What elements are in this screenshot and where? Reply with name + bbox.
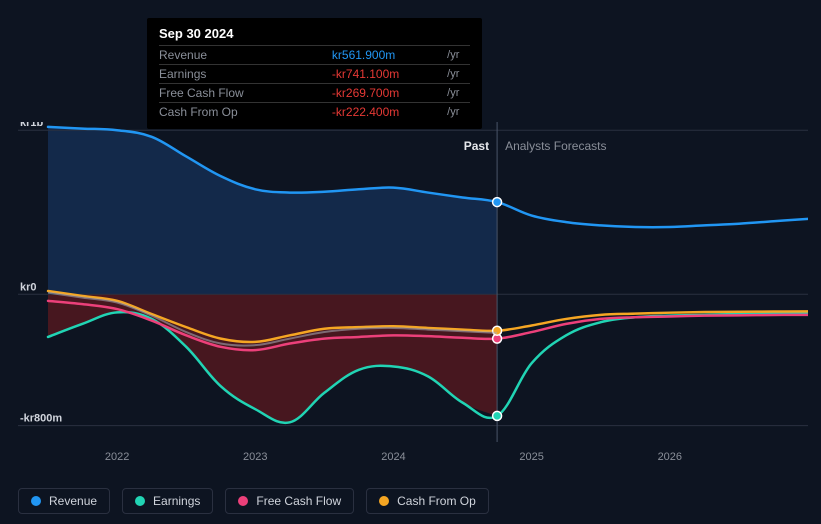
x-axis-label: 2022 xyxy=(105,451,129,463)
series-marker xyxy=(493,326,502,335)
y-axis-label: kr1b xyxy=(20,122,44,129)
tooltip-row-value: -kr222.400m xyxy=(332,103,443,122)
tooltip-row: Free Cash Flow-kr269.700m/yr xyxy=(159,84,470,103)
tooltip-row-label: Free Cash Flow xyxy=(159,84,332,103)
legend-label: Revenue xyxy=(49,494,97,508)
chart-area: kr1b kr0 -kr800m Past Analysts Forecasts 2022… xyxy=(18,122,808,482)
series-marker xyxy=(493,411,502,420)
tooltip-row-label: Earnings xyxy=(159,65,332,84)
tooltip-row-unit: /yr xyxy=(443,65,470,84)
x-axis-label: 2026 xyxy=(658,451,682,463)
tooltip-row-unit: /yr xyxy=(443,46,470,65)
legend-item-revenue[interactable]: Revenue xyxy=(18,488,110,514)
forecast-label: Analysts Forecasts xyxy=(505,139,606,153)
legend-item-cash-from-op[interactable]: Cash From Op xyxy=(366,488,489,514)
tooltip-row-value: kr561.900m xyxy=(332,46,443,65)
legend: Revenue Earnings Free Cash Flow Cash From O… xyxy=(18,488,489,514)
tooltip-row: Revenuekr561.900m/yr xyxy=(159,46,470,65)
past-label: Past xyxy=(464,139,489,153)
legend-swatch xyxy=(31,496,41,506)
legend-swatch xyxy=(238,496,248,506)
y-axis-label: -kr800m xyxy=(20,413,62,425)
tooltip-row-label: Cash From Op xyxy=(159,103,332,122)
tooltip-row-unit: /yr xyxy=(443,103,470,122)
legend-item-earnings[interactable]: Earnings xyxy=(122,488,213,514)
x-axis-label: 2024 xyxy=(381,451,405,463)
y-axis-label: kr0 xyxy=(20,281,37,293)
legend-label: Cash From Op xyxy=(397,494,476,508)
revenue-area xyxy=(48,127,497,294)
legend-swatch xyxy=(135,496,145,506)
legend-item-free-cash-flow[interactable]: Free Cash Flow xyxy=(225,488,354,514)
tooltip-date: Sep 30 2024 xyxy=(159,26,470,41)
legend-label: Free Cash Flow xyxy=(256,494,341,508)
tooltip-row: Cash From Op-kr222.400m/yr xyxy=(159,103,470,122)
tooltip-table: Revenuekr561.900m/yrEarnings-kr741.100m/… xyxy=(159,45,470,121)
tooltip-row-value: -kr741.100m xyxy=(332,65,443,84)
chart-tooltip: Sep 30 2024 Revenuekr561.900m/yrEarnings… xyxy=(147,18,482,129)
series-marker xyxy=(493,198,502,207)
tooltip-row-value: -kr269.700m xyxy=(332,84,443,103)
tooltip-row-unit: /yr xyxy=(443,84,470,103)
tooltip-row: Earnings-kr741.100m/yr xyxy=(159,65,470,84)
x-axis-label: 2025 xyxy=(519,451,543,463)
x-axis-label: 2023 xyxy=(243,451,267,463)
legend-swatch xyxy=(379,496,389,506)
legend-label: Earnings xyxy=(153,494,200,508)
tooltip-row-label: Revenue xyxy=(159,46,332,65)
chart-svg[interactable]: kr1b kr0 -kr800m Past Analysts Forecasts 2022… xyxy=(18,122,808,482)
